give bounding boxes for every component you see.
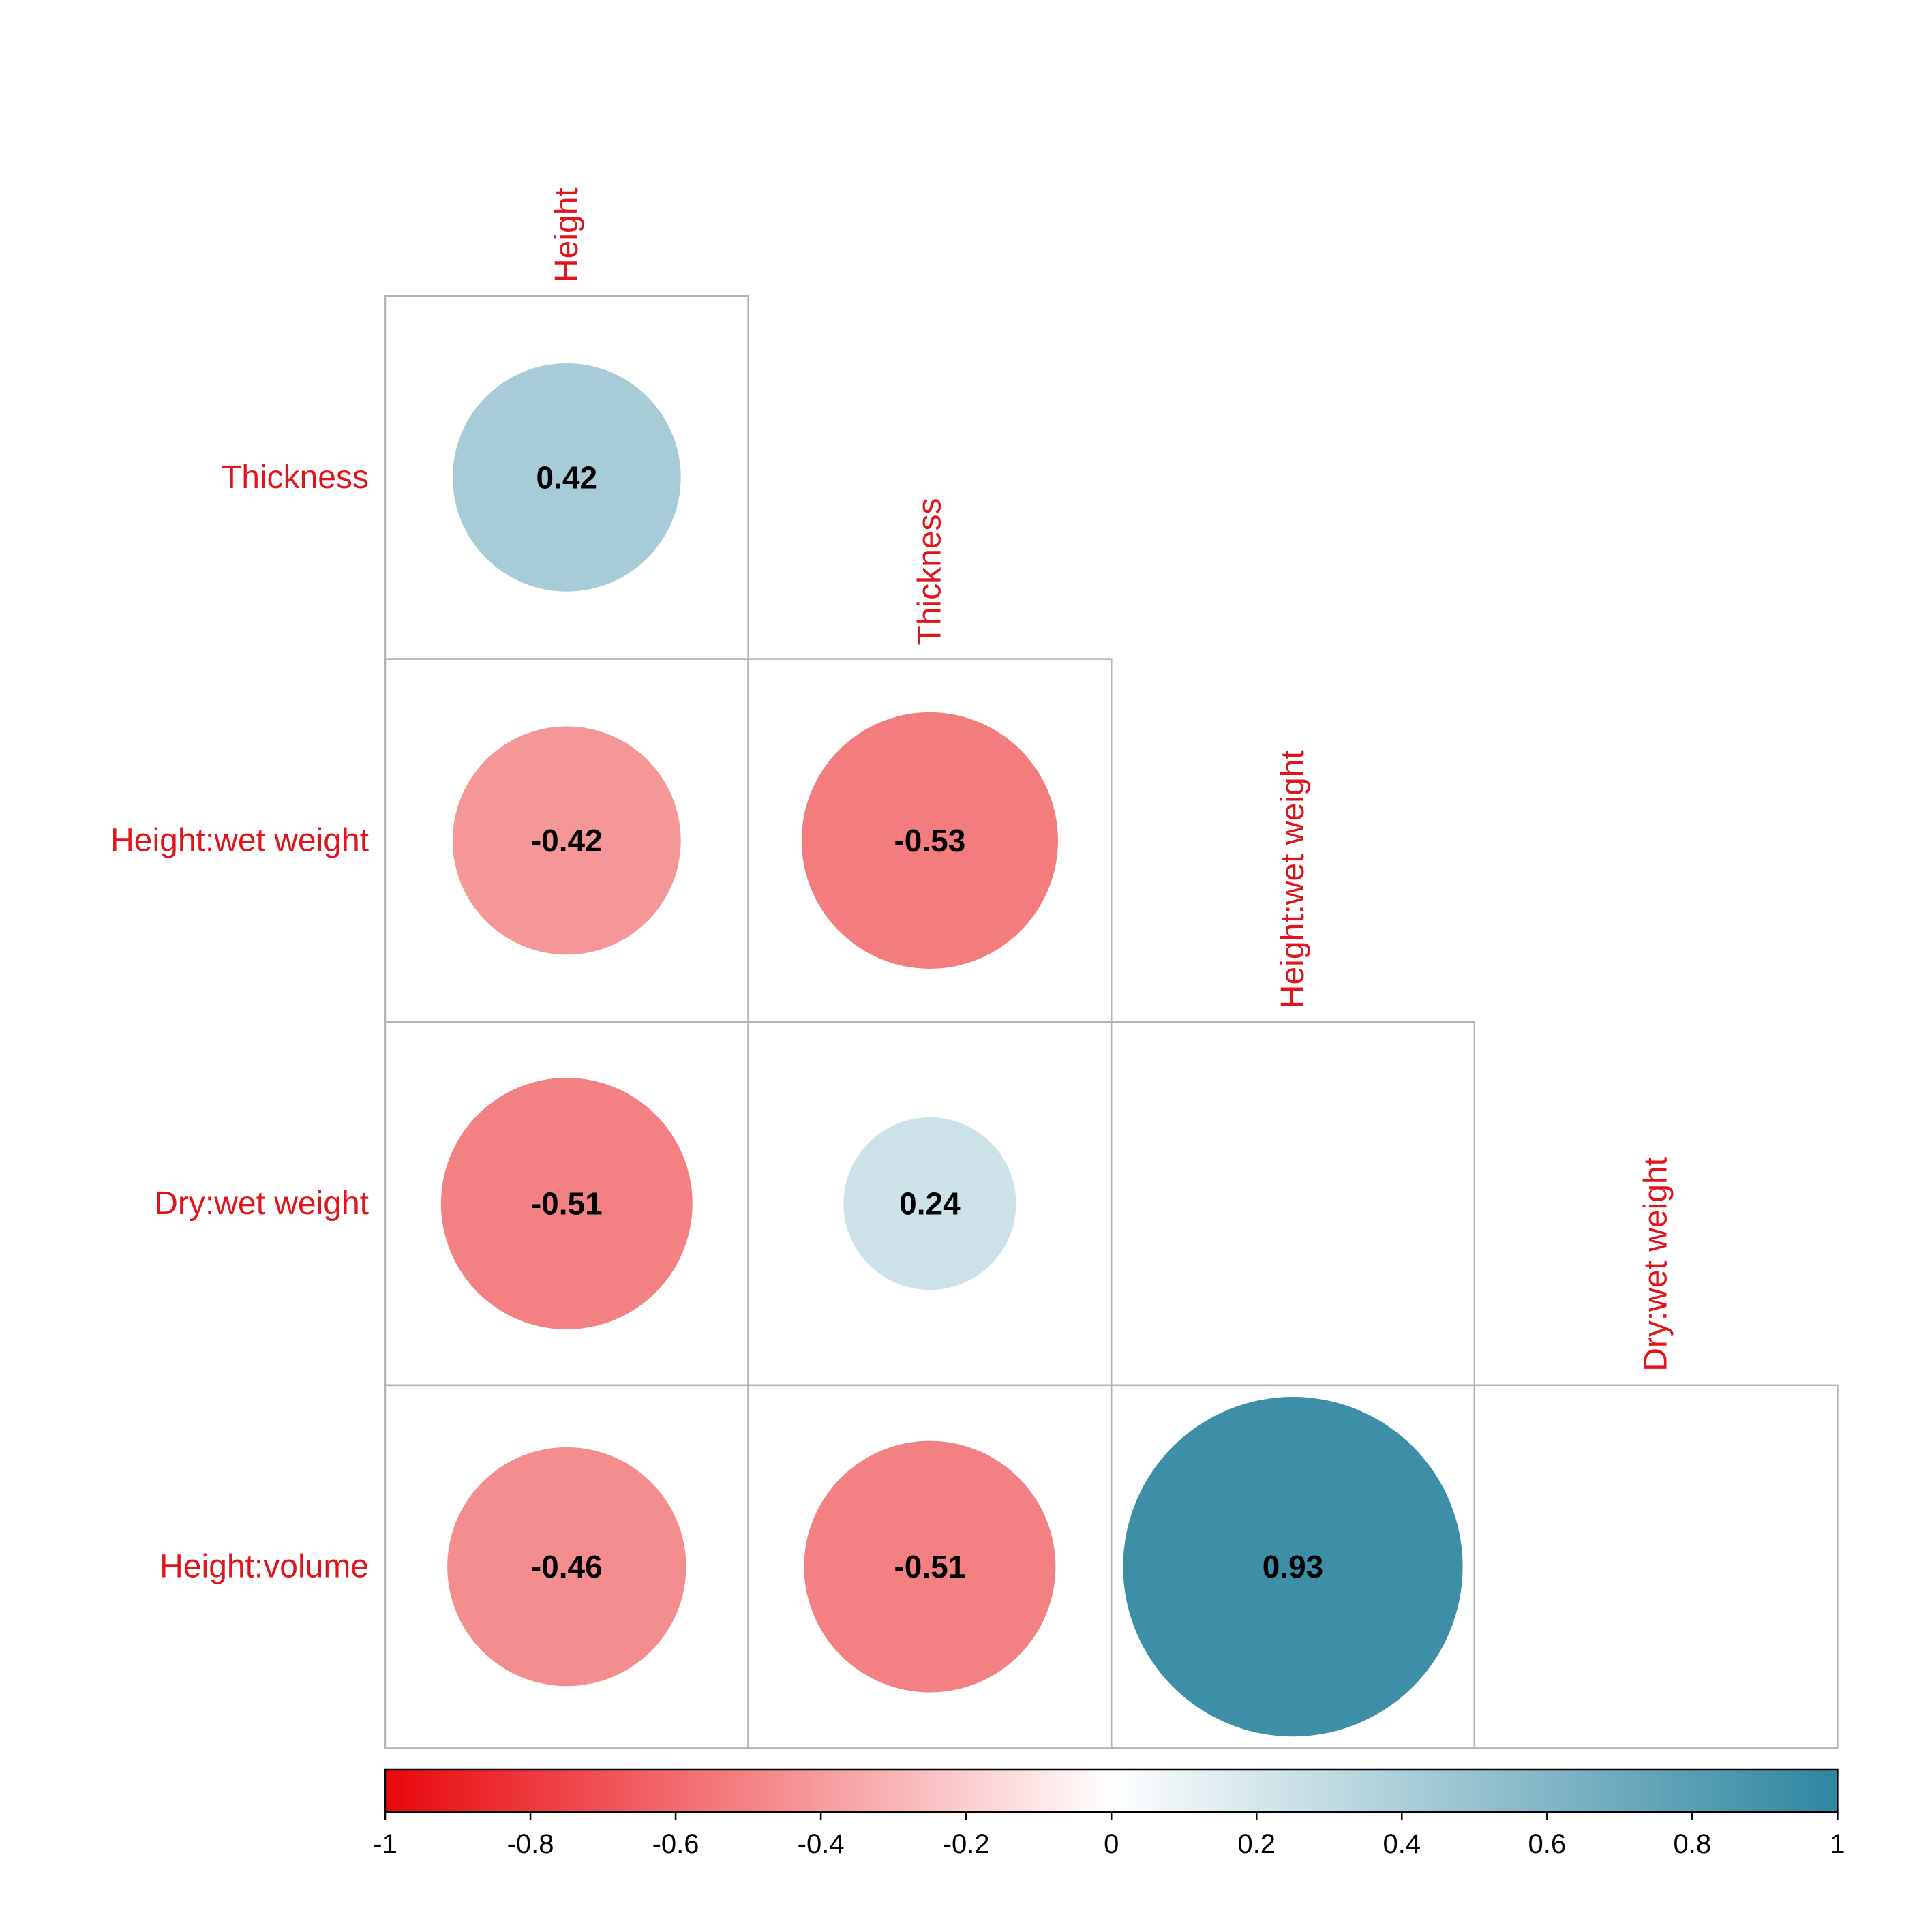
correlation-circle bbox=[447, 1447, 686, 1687]
value-label: -0.53 bbox=[894, 823, 965, 858]
correlation-circle bbox=[801, 712, 1058, 969]
colorbar-tick-label: 0.4 bbox=[1383, 1829, 1421, 1859]
colorbar: -1 -0.8 -0.6 -0.4 -0.2 0 0.2 0.4 0.6 0.8 1 bbox=[373, 1768, 1845, 1859]
column-labels: Height Thickness Height:wet weight Dry:wet … bbox=[549, 187, 1674, 1372]
correlation-circle bbox=[452, 726, 681, 955]
correlation-circle bbox=[452, 363, 681, 592]
value-labels: 0.42 -0.42 -0.53 -0.51 0.24 -0.46 -0.51 0.93 bbox=[531, 459, 1323, 1584]
colorbar-tick-label: 1 bbox=[1830, 1829, 1845, 1859]
row-label: Thickness bbox=[222, 459, 369, 496]
row-label: Dry:wet weight bbox=[154, 1186, 369, 1222]
value-label: 0.24 bbox=[899, 1186, 961, 1222]
colorbar-tick-label: -0.6 bbox=[652, 1829, 699, 1859]
colorbar-tick-label: 0 bbox=[1104, 1829, 1119, 1859]
colorbar-tick-label: -0.2 bbox=[943, 1829, 990, 1859]
column-label: Height bbox=[549, 187, 585, 282]
colorbar-tick-label: -0.8 bbox=[507, 1829, 554, 1859]
correlation-circles bbox=[440, 363, 1463, 1737]
value-label: 0.42 bbox=[537, 459, 598, 495]
value-label: -0.51 bbox=[894, 1549, 965, 1584]
column-label: Thickness bbox=[911, 498, 948, 646]
grid-cell bbox=[1110, 1021, 1476, 1387]
column-label: Dry:wet weight bbox=[1638, 1157, 1674, 1372]
correlation-circle bbox=[804, 1440, 1056, 1693]
value-label: 0.93 bbox=[1263, 1549, 1324, 1584]
colorbar-tick-label: 0.2 bbox=[1237, 1829, 1276, 1859]
correlation-circle bbox=[843, 1117, 1016, 1290]
row-label: Height:wet weight bbox=[110, 822, 369, 858]
row-labels: Thickness Height:wet weight Dry:wet weight… bbox=[110, 459, 369, 1585]
colorbar-tick-label: 0.6 bbox=[1528, 1829, 1567, 1859]
column-label: Height:wet weight bbox=[1275, 750, 1311, 1008]
value-label: -0.46 bbox=[531, 1549, 603, 1584]
value-label: -0.42 bbox=[531, 823, 603, 858]
row-label: Height:volume bbox=[160, 1549, 369, 1585]
correlation-circle bbox=[440, 1078, 693, 1329]
colorbar-tick-label: -1 bbox=[373, 1829, 397, 1859]
correlation-circle bbox=[1123, 1396, 1463, 1737]
colorbar-tick-label: 0.8 bbox=[1674, 1829, 1712, 1859]
grid-cells bbox=[384, 295, 1839, 1749]
colorbar-gradient bbox=[384, 1768, 1839, 1813]
colorbar-tick-label: -0.4 bbox=[798, 1829, 845, 1859]
grid-cell bbox=[1473, 1384, 1839, 1749]
value-label: -0.51 bbox=[531, 1186, 603, 1222]
